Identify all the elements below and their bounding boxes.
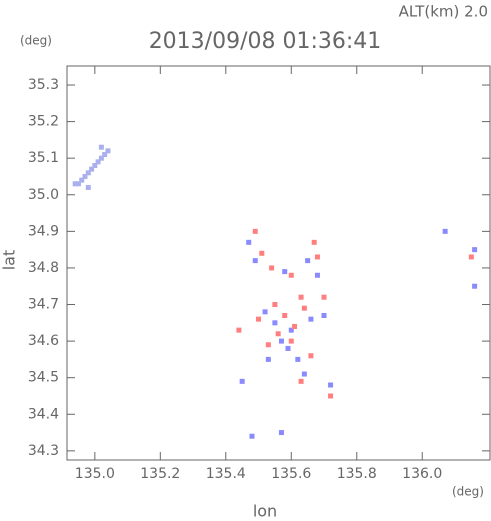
y-tick-label: 34.9 — [28, 223, 59, 239]
data-point — [321, 312, 327, 318]
data-point — [288, 327, 294, 333]
y-unit: (deg) — [20, 34, 52, 48]
data-point — [252, 228, 258, 234]
data-point — [265, 342, 271, 348]
data-point — [308, 353, 314, 359]
data-point — [275, 331, 281, 337]
data-point — [295, 356, 301, 362]
data-point — [468, 254, 474, 260]
x-tick-label: 135.4 — [206, 466, 246, 482]
data-point — [272, 302, 278, 308]
data-point — [236, 327, 242, 333]
data-point — [328, 393, 334, 399]
data-point — [72, 181, 78, 187]
data-point — [265, 356, 271, 362]
data-point — [298, 294, 304, 300]
plot-frame — [66, 65, 491, 461]
data-point — [301, 305, 307, 311]
data-point — [442, 228, 448, 234]
data-point — [239, 378, 245, 384]
data-point — [321, 294, 327, 300]
y-tick-label: 35.0 — [28, 187, 59, 203]
x-unit: (deg) — [452, 485, 484, 499]
data-point — [249, 433, 255, 439]
x-axis-label: lon — [253, 502, 277, 521]
data-point — [98, 144, 104, 150]
data-point — [82, 173, 88, 179]
data-point — [89, 166, 95, 172]
y-tick-label: 35.2 — [28, 114, 59, 130]
y-tick-label: 35.1 — [28, 150, 59, 166]
data-point — [308, 316, 314, 322]
x-tick-label: 135.6 — [271, 466, 311, 482]
y-tick-label: 35.3 — [28, 77, 59, 93]
y-tick-label: 34.7 — [28, 297, 59, 313]
data-point — [314, 254, 320, 260]
data-point — [298, 378, 304, 384]
data-point — [102, 152, 108, 158]
data-point — [259, 250, 265, 256]
data-point — [79, 177, 85, 183]
subtitle: ALT(km) 2.0 — [399, 3, 488, 21]
data-point — [278, 430, 284, 436]
data-point — [285, 345, 291, 351]
y-tick-label: 34.8 — [28, 260, 59, 276]
x-tick-label: 136.0 — [402, 466, 442, 482]
data-point — [252, 258, 258, 264]
data-point — [301, 371, 307, 377]
chart-title: 2013/09/08 01:36:41 — [149, 29, 382, 54]
data-point — [98, 155, 104, 161]
x-tick-label: 135.2 — [140, 466, 180, 482]
x-tick-label: 135.0 — [75, 466, 115, 482]
data-point — [282, 269, 288, 275]
y-tick-label: 34.3 — [28, 443, 59, 459]
data-point — [282, 312, 288, 318]
data-point — [472, 283, 478, 289]
data-point — [85, 170, 91, 176]
data-point — [92, 163, 98, 169]
y-tick-label: 34.5 — [28, 370, 59, 386]
data-point — [288, 272, 294, 278]
y-tick-label: 34.4 — [28, 406, 59, 422]
data-point — [288, 338, 294, 344]
data-point — [278, 338, 284, 344]
data-point — [305, 258, 311, 264]
data-point — [314, 272, 320, 278]
data-point — [246, 239, 252, 245]
data-point — [105, 148, 111, 154]
data-point — [85, 184, 91, 190]
data-point — [311, 239, 317, 245]
data-point — [472, 247, 478, 253]
data-point — [95, 159, 101, 165]
data-point — [256, 316, 262, 322]
data-point — [75, 181, 81, 187]
data-point — [269, 265, 275, 271]
data-point — [292, 323, 298, 329]
y-tick-label: 34.6 — [28, 333, 59, 349]
y-axis-label: lat — [0, 250, 19, 271]
data-point — [328, 382, 334, 388]
x-tick-label: 135.8 — [337, 466, 377, 482]
data-point — [272, 320, 278, 326]
data-point — [262, 309, 268, 315]
